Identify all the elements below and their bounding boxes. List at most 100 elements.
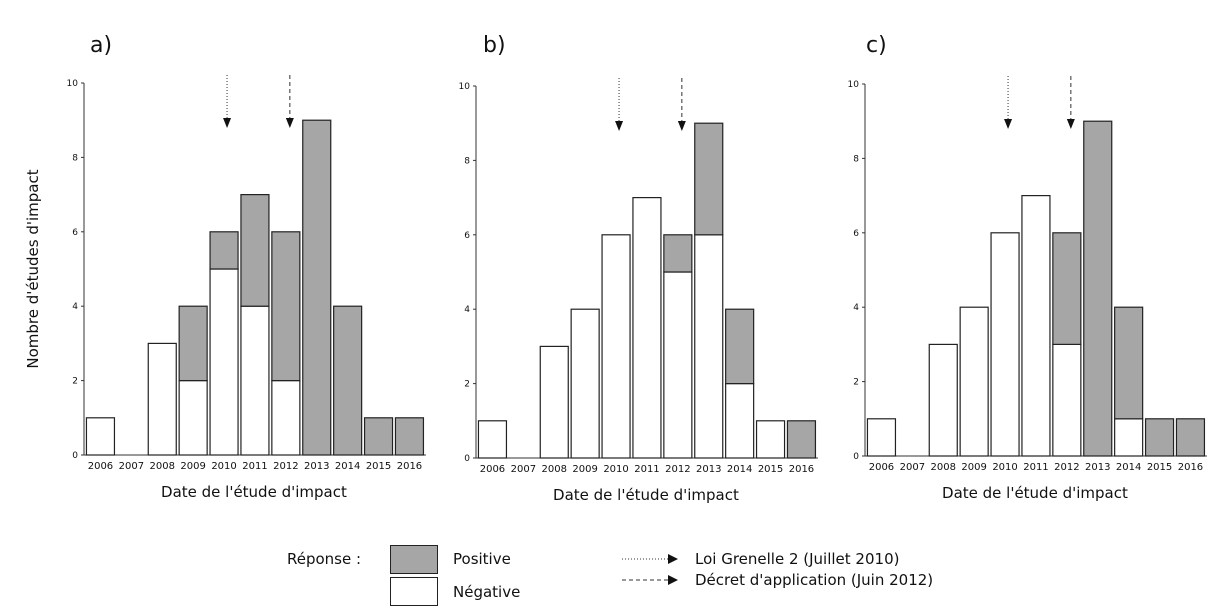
- x-tick-label: 2013: [696, 464, 721, 475]
- bar-positive-2012: [1052, 232, 1082, 346]
- bar-negative-2014: [725, 383, 755, 459]
- bar-negative-2009: [570, 308, 600, 459]
- marker-arrowhead-icon: [1066, 119, 1075, 129]
- chart-panel-3: c) 0 2 4 6 8 10 2006 2007 2008 2009 2010 2011 2012 201…: [848, 33, 1207, 502]
- bar-negative-2014: [1114, 418, 1144, 457]
- y-tick-label: 0: [853, 452, 859, 462]
- x-tick-label: 2014: [1116, 462, 1141, 473]
- x-tick-label: 2015: [758, 464, 783, 475]
- x-tick-label: 2016: [397, 461, 422, 472]
- bar-positive-2012: [271, 231, 301, 382]
- marker-arrowhead-icon: [1004, 119, 1013, 129]
- bar-negative-2010: [601, 234, 631, 459]
- x-tick-label: 2006: [869, 462, 894, 473]
- x-tick-label: 2011: [634, 464, 659, 475]
- x-tick-label: 2009: [572, 464, 597, 475]
- bar-positive-2009: [178, 305, 208, 382]
- marker-arrowhead-icon: [285, 118, 294, 128]
- bar-positive-2013: [1083, 120, 1113, 457]
- y-tick-label: 2: [853, 378, 859, 388]
- x-tick-label: 2012: [665, 464, 690, 475]
- bar-positive-2014: [333, 305, 363, 456]
- bar-positive-2010: [209, 231, 239, 270]
- bar-positive-2015: [1144, 418, 1175, 457]
- x-tick-label: 2012: [273, 461, 298, 472]
- bar-positive-2016: [394, 417, 425, 456]
- x-axis-title: Date de l'étude d'impact: [553, 486, 739, 504]
- bar-negative-2015: [755, 420, 786, 459]
- bar-negative-2011: [1021, 195, 1051, 457]
- marker-arrowhead-icon: [677, 121, 686, 131]
- y-tick-label: 0: [72, 451, 78, 461]
- panel-label: a): [90, 33, 112, 58]
- bar-negative-2006: [85, 417, 116, 456]
- x-tick-label: 2007: [511, 464, 536, 475]
- marker-arrowhead-icon: [223, 118, 232, 128]
- bar-negative-2008: [928, 343, 958, 457]
- x-tick-label: 2013: [1085, 462, 1110, 473]
- bar-negative-2013: [694, 234, 724, 459]
- x-tick-label: 2011: [1023, 462, 1048, 473]
- x-tick-label: 2007: [900, 462, 925, 473]
- bar-positive-2014: [725, 308, 755, 385]
- x-tick-label: 2012: [1054, 462, 1079, 473]
- y-tick-label: 4: [72, 302, 78, 312]
- y-tick-label: 8: [72, 153, 78, 163]
- bar-positive-2012: [663, 234, 693, 273]
- y-axis-title: Nombre d'études d'impact: [24, 169, 42, 368]
- x-tick-label: 2007: [119, 461, 144, 472]
- x-tick-label: 2014: [727, 464, 752, 475]
- bar-negative-2009: [178, 380, 208, 456]
- x-tick-label: 2014: [335, 461, 360, 472]
- bar-negative-2010: [990, 232, 1020, 457]
- y-tick-label: 4: [464, 305, 470, 315]
- x-tick-label: 2008: [542, 464, 567, 475]
- x-tick-label: 2008: [931, 462, 956, 473]
- bar-positive-2015: [363, 417, 394, 456]
- panel-label: c): [866, 33, 887, 58]
- y-tick-label: 8: [853, 154, 859, 164]
- y-tick-label: 4: [853, 303, 859, 313]
- bar-negative-2011: [632, 197, 662, 459]
- bar-negative-2006: [866, 418, 897, 457]
- x-axis-title: Date de l'étude d'impact: [161, 483, 347, 501]
- y-tick-label: 8: [464, 156, 470, 166]
- x-tick-label: 2015: [366, 461, 391, 472]
- bar-positive-2016: [1175, 418, 1206, 457]
- x-tick-label: 2015: [1147, 462, 1172, 473]
- x-tick-label: 2009: [961, 462, 986, 473]
- bar-positive-2013: [302, 119, 332, 456]
- bar-positive-2011: [240, 194, 270, 307]
- chart-panel-1: a) 0 2 4 6 8 10 2006 2007 2008 2009 2010 2011 2012 201…: [24, 33, 426, 501]
- x-tick-label: 2013: [304, 461, 329, 472]
- x-tick-label: 2009: [180, 461, 205, 472]
- x-tick-label: 2006: [88, 461, 113, 472]
- y-tick-label: 6: [72, 228, 78, 238]
- bar-negative-2008: [539, 345, 569, 459]
- bar-positive-2014: [1114, 306, 1144, 420]
- bar-positive-2013: [694, 122, 724, 236]
- x-tick-label: 2010: [603, 464, 628, 475]
- y-tick-label: 6: [464, 231, 470, 241]
- bar-negative-2006: [477, 420, 508, 459]
- y-tick-label: 0: [464, 454, 470, 464]
- x-tick-label: 2010: [992, 462, 1017, 473]
- x-tick-label: 2010: [211, 461, 236, 472]
- x-tick-label: 2006: [480, 464, 505, 475]
- y-tick-label: 6: [853, 229, 859, 239]
- bar-negative-2012: [271, 380, 301, 456]
- x-tick-label: 2016: [1178, 462, 1203, 473]
- y-tick-label: 2: [72, 377, 78, 387]
- bar-negative-2011: [240, 305, 270, 456]
- bar-negative-2012: [663, 271, 693, 459]
- x-tick-label: 2011: [242, 461, 267, 472]
- x-tick-label: 2008: [150, 461, 175, 472]
- y-tick-label: 10: [67, 79, 79, 89]
- bar-negative-2012: [1052, 343, 1082, 457]
- marker-arrowhead-icon: [615, 121, 624, 131]
- bar-positive-2016: [786, 420, 817, 459]
- x-axis-title: Date de l'étude d'impact: [942, 484, 1128, 502]
- bar-negative-2010: [209, 268, 239, 456]
